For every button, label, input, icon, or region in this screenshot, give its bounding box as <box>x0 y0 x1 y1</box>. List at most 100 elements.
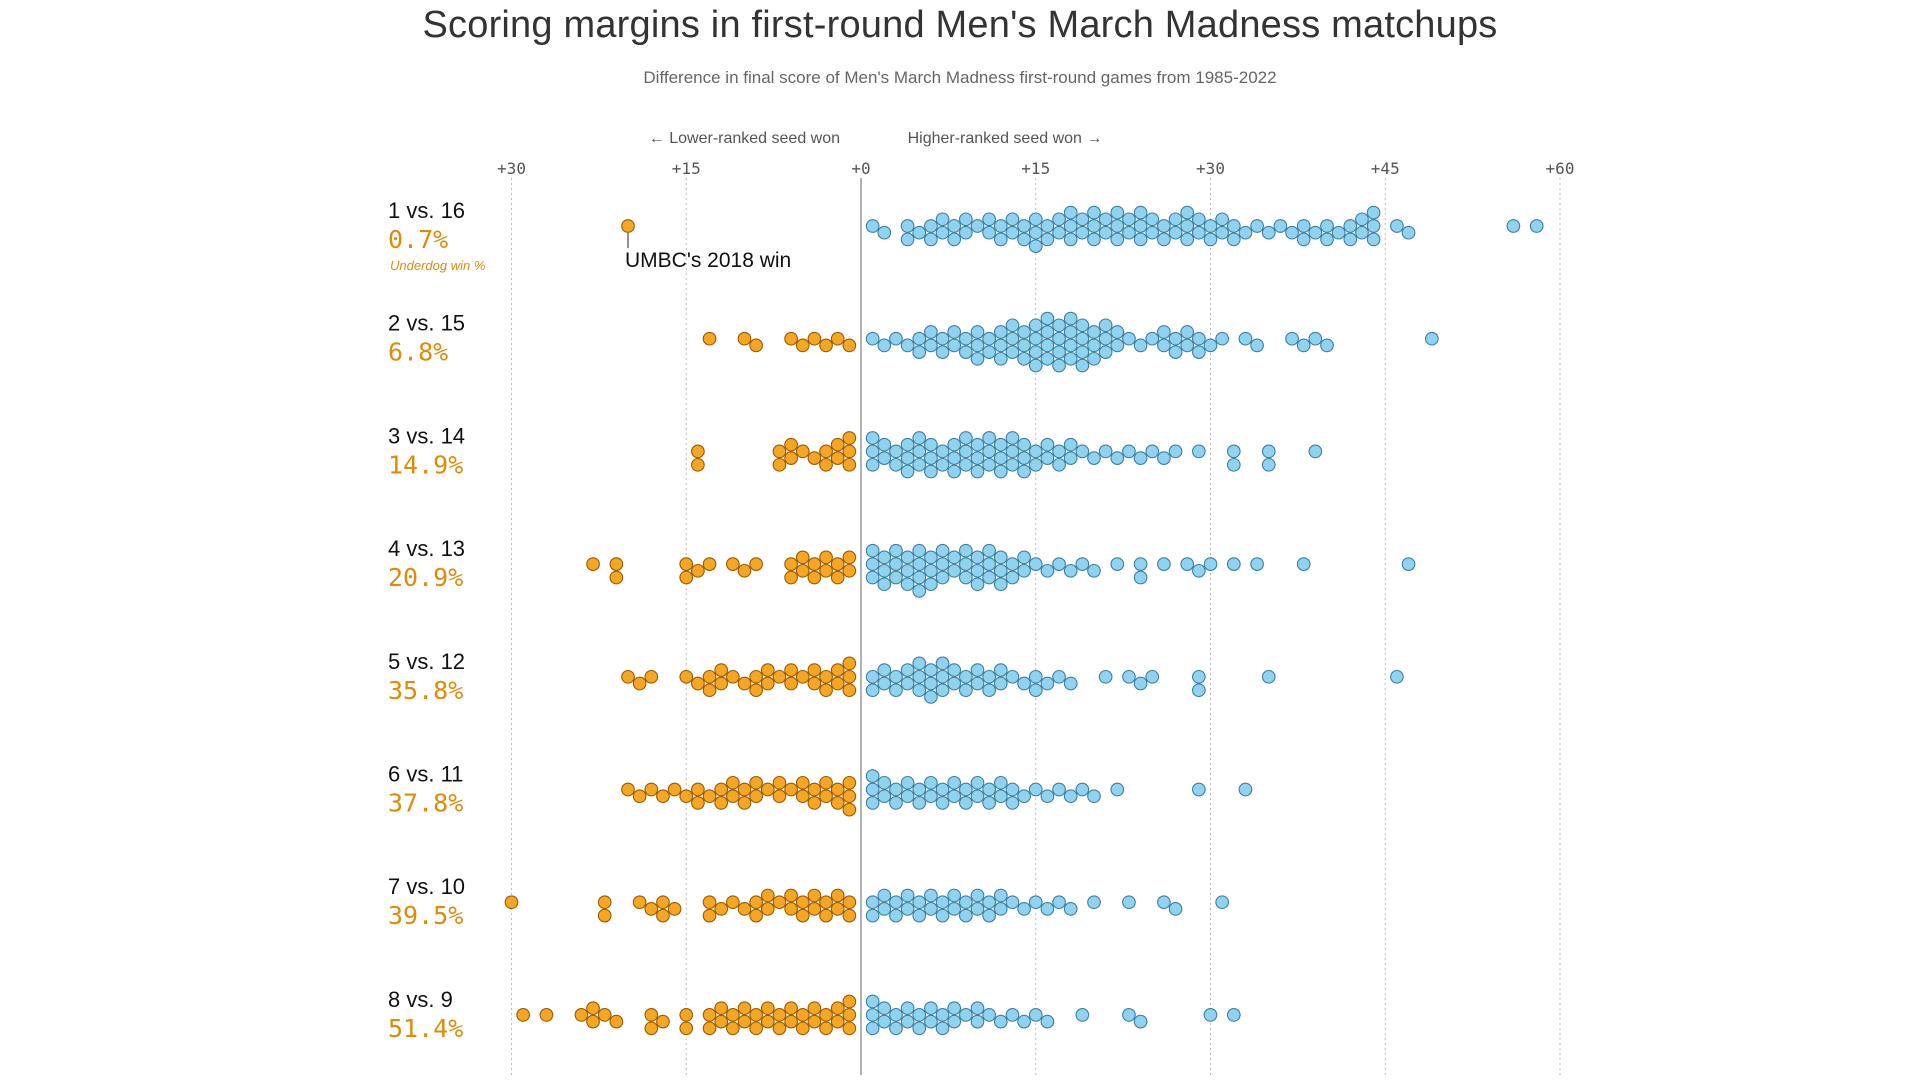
game-dot <box>1017 563 1031 578</box>
game-dot <box>947 232 962 247</box>
game-dot <box>1063 451 1078 465</box>
game-dot <box>807 1014 822 1029</box>
game-dot <box>1063 676 1078 691</box>
game-dot <box>586 1014 600 1029</box>
game-dot <box>958 796 973 810</box>
game-dot <box>714 663 729 677</box>
game-dot <box>725 775 740 790</box>
game-dot <box>912 1021 927 1036</box>
game-dot <box>842 338 857 353</box>
game-dot <box>993 676 1008 691</box>
game-dot <box>644 1021 659 1036</box>
game-dot <box>1191 563 1206 578</box>
game-dot <box>1110 338 1125 353</box>
game-dot <box>1040 676 1055 691</box>
game-dot <box>691 782 705 797</box>
game-dot <box>714 1014 729 1029</box>
game-dot <box>889 683 903 698</box>
game-dot <box>795 338 810 353</box>
game-dot <box>865 457 880 472</box>
game-dot <box>784 331 798 346</box>
game-dot <box>1017 676 1031 691</box>
game-dot <box>935 796 950 810</box>
game-dot <box>1215 331 1229 346</box>
game-dot <box>784 1014 798 1029</box>
game-dot <box>737 563 752 578</box>
game-dot <box>935 457 950 472</box>
game-dot <box>1075 358 1090 373</box>
game-dot <box>807 888 822 903</box>
game-dot <box>819 1021 833 1036</box>
game-dot <box>900 451 915 465</box>
game-dot <box>1133 232 1148 247</box>
game-dot <box>1017 232 1031 247</box>
game-dot <box>982 212 997 227</box>
game-dot <box>958 345 973 359</box>
game-dot <box>982 683 997 698</box>
game-dot <box>1040 451 1055 465</box>
game-dot <box>667 782 682 797</box>
game-dot <box>1087 338 1101 353</box>
game-dot <box>807 663 822 677</box>
game-dot <box>993 338 1008 353</box>
game-dot <box>1005 895 1020 910</box>
game-dot <box>1133 338 1148 353</box>
game-dot <box>912 782 927 797</box>
game-dot <box>830 1014 845 1029</box>
game-dot <box>807 557 822 571</box>
game-dot <box>679 789 694 804</box>
game-dot <box>947 563 962 578</box>
game-dot <box>993 351 1008 366</box>
game-dot <box>958 431 973 445</box>
game-dot <box>1343 219 1358 233</box>
game-dot <box>958 683 973 698</box>
game-dot <box>947 888 962 903</box>
game-dot <box>900 437 915 452</box>
game-dot <box>830 557 845 571</box>
game-dot <box>1017 1014 1031 1029</box>
game-dot <box>807 451 822 465</box>
game-dot <box>1157 451 1171 465</box>
game-dot <box>900 775 915 790</box>
game-dot <box>1098 318 1113 333</box>
game-dot <box>1122 1008 1136 1022</box>
game-dot <box>935 444 950 459</box>
game-dot <box>970 437 985 452</box>
game-dot <box>958 557 973 571</box>
game-dot <box>737 796 752 810</box>
game-dot <box>900 1014 915 1029</box>
game-dot <box>1343 232 1358 247</box>
game-dot <box>912 431 927 445</box>
chart-subtitle: Difference in final score of Men's March… <box>643 68 1277 87</box>
game-dot <box>819 444 833 459</box>
game-dot <box>1040 219 1055 233</box>
game-dot <box>702 789 717 804</box>
game-dot <box>1087 325 1101 339</box>
game-dot <box>993 663 1008 677</box>
game-dot <box>947 550 962 565</box>
game-dot <box>1005 318 1020 333</box>
game-dot <box>737 676 752 691</box>
game-dot <box>900 563 915 578</box>
x-tick-label: +15 <box>672 159 701 178</box>
game-dot <box>889 543 903 558</box>
game-dot <box>807 331 822 346</box>
game-dot <box>970 577 985 592</box>
game-dot <box>970 789 985 804</box>
game-dot <box>1005 225 1020 240</box>
game-dot <box>958 895 973 910</box>
game-dot <box>1028 331 1043 346</box>
game-dot <box>1040 338 1055 353</box>
game-dot <box>1017 219 1031 233</box>
game-dot <box>1203 232 1218 247</box>
game-dot <box>1168 345 1183 359</box>
game-dot <box>877 789 892 804</box>
game-dot <box>970 1014 985 1029</box>
game-dot <box>935 669 950 684</box>
game-dot <box>958 570 973 585</box>
game-dot <box>958 782 973 797</box>
game-dot <box>1087 451 1101 465</box>
game-dot <box>714 1001 729 1016</box>
game-dot <box>819 775 833 790</box>
game-dot <box>1529 219 1544 233</box>
